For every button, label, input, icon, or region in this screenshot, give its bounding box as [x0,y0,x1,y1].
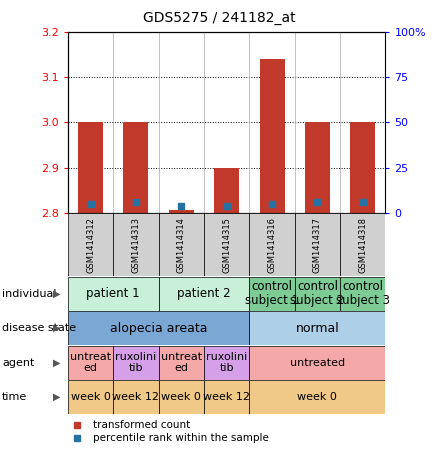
Text: control
subject 3: control subject 3 [336,280,390,307]
Text: GSM1414316: GSM1414316 [268,217,276,273]
Bar [249,311,385,345]
Bar [249,346,385,380]
Text: control
subject 2: control subject 2 [290,280,344,307]
Text: time: time [2,392,28,402]
Text: week 12: week 12 [113,392,159,402]
Bar [340,277,385,310]
Text: percentile rank within the sample: percentile rank within the sample [93,433,269,443]
Text: GSM1414318: GSM1414318 [358,217,367,273]
Text: ▶: ▶ [53,289,61,299]
Bar [159,381,204,414]
Text: ruxolini
tib: ruxolini tib [206,352,247,373]
Text: disease state: disease state [2,323,76,333]
Text: transformed count: transformed count [93,420,191,430]
Bar [124,122,148,213]
Bar [295,277,340,310]
Bar [68,277,159,310]
Text: GSM1414315: GSM1414315 [222,217,231,273]
Bar [159,346,204,380]
Text: untreat
ed: untreat ed [70,352,111,373]
Bar [78,122,103,213]
Text: GSM1414314: GSM1414314 [177,217,186,273]
Text: ▶: ▶ [53,358,61,368]
Bar [68,311,249,345]
Bar [350,122,375,213]
Text: GSM1414313: GSM1414313 [131,217,141,273]
Text: control
subject 1: control subject 1 [245,280,299,307]
Text: untreat
ed: untreat ed [161,352,202,373]
Text: ▶: ▶ [53,323,61,333]
Bar [113,346,159,380]
Bar [159,213,204,276]
Bar [249,381,385,414]
Bar [295,213,340,276]
Text: patient 2: patient 2 [177,287,231,300]
Text: individual: individual [2,289,57,299]
Bar [113,381,159,414]
Bar [340,213,385,276]
Bar [204,213,249,276]
Text: normal: normal [296,322,339,335]
Text: patient 1: patient 1 [86,287,140,300]
Text: GSM1414312: GSM1414312 [86,217,95,273]
Text: ruxolini
tib: ruxolini tib [115,352,156,373]
Text: ▶: ▶ [53,392,61,402]
Text: week 0: week 0 [71,392,110,402]
Bar [68,213,113,276]
Text: week 0: week 0 [297,392,337,402]
Bar [305,122,330,213]
Bar [204,346,249,380]
Bar [68,381,113,414]
Bar [169,210,194,213]
Text: week 0: week 0 [161,392,201,402]
Bar [260,59,285,213]
Text: alopecia areata: alopecia areata [110,322,207,335]
Bar [214,168,239,213]
Text: week 12: week 12 [203,392,250,402]
Text: GSM1414317: GSM1414317 [313,217,322,273]
Text: GDS5275 / 241182_at: GDS5275 / 241182_at [143,11,295,25]
Bar [68,346,113,380]
Text: untreated: untreated [290,358,345,368]
Bar [249,277,295,310]
Bar [113,213,159,276]
Bar [204,381,249,414]
Text: agent: agent [2,358,35,368]
Bar [249,213,295,276]
Bar [159,277,249,310]
